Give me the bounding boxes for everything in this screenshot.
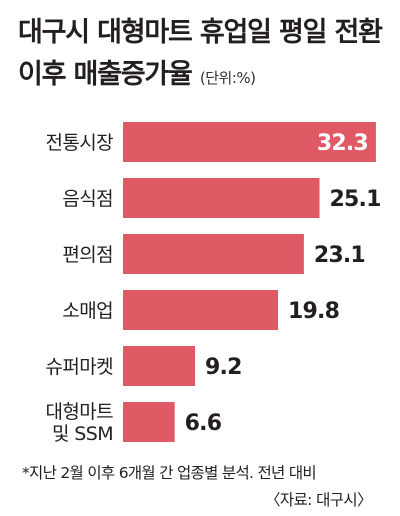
title-line-1: 대구시 대형마트 휴업일 평일 전환 — [18, 17, 383, 48]
category-label-4: 슈퍼마켓 — [45, 356, 113, 378]
category-label-1: 음식점 — [62, 188, 113, 210]
bar-0 — [123, 122, 376, 162]
value-label-4: 9.2 — [205, 355, 242, 380]
bar-1 — [123, 178, 320, 218]
bar-4 — [123, 346, 196, 386]
value-label-0: 32.3 — [317, 131, 368, 156]
bar-3 — [123, 290, 279, 330]
bar-2 — [123, 234, 304, 274]
value-label-3: 19.8 — [288, 299, 339, 324]
category-label-5-1: 및 SSM — [52, 423, 113, 445]
value-label-5: 6.6 — [185, 411, 222, 436]
category-label-5-0: 대형마트 — [45, 401, 113, 423]
value-label-1: 25.1 — [330, 187, 381, 212]
category-label-3: 소매업 — [62, 300, 113, 322]
category-label-2: 편의점 — [62, 244, 113, 266]
unit-label: (단위:%) — [199, 69, 256, 87]
title-line-2-text: 이후 매출증가율 — [18, 59, 193, 90]
chart-title: 대구시 대형마트 휴업일 평일 전환 이후 매출증가율 (단위:%) — [18, 12, 388, 99]
footnote: *지난 2월 이후 6개월 간 업종별 분석. 전년 대비 — [22, 464, 317, 482]
source-label: 〈자료: 대구시〉 — [264, 491, 373, 509]
category-label-0: 전통시장 — [45, 132, 113, 154]
value-label-2: 23.1 — [314, 243, 365, 268]
bar-5 — [123, 402, 175, 442]
title-line-2: 이후 매출증가율 (단위:%) — [18, 54, 388, 99]
